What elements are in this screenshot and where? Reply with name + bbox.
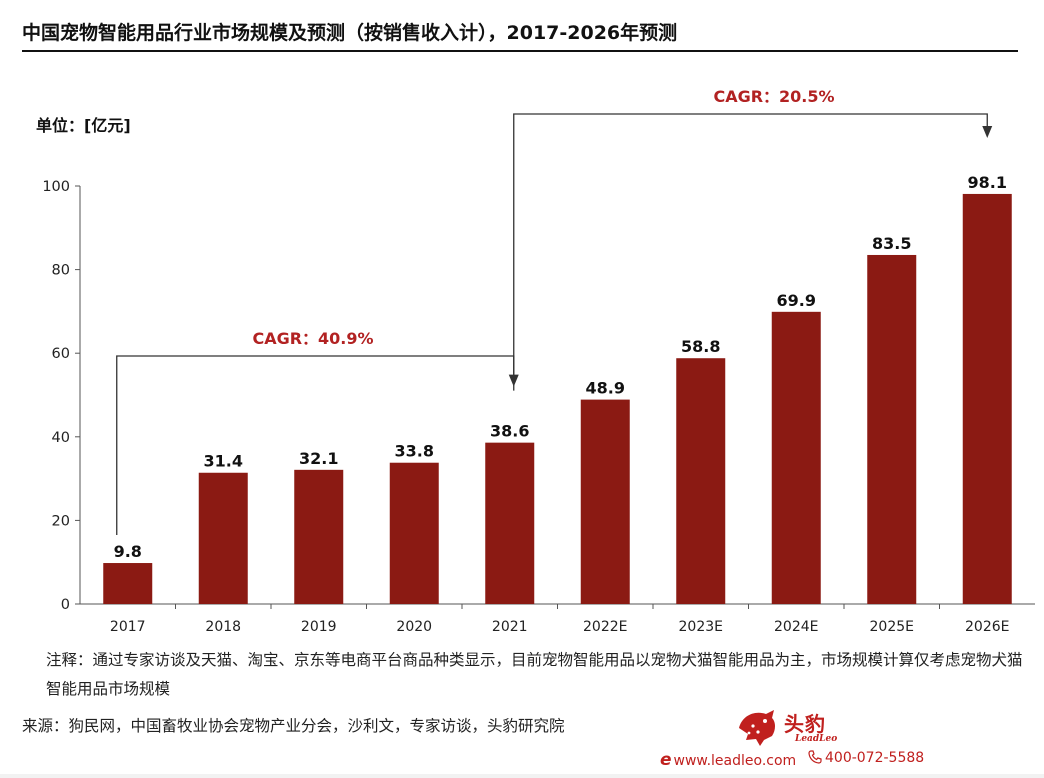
value-label: 83.5	[872, 234, 911, 253]
chart-note: 注释：通过专家访谈及天猫、淘宝、京东等电商平台商品种类显示，目前宠物智能用品以宠…	[46, 651, 1023, 698]
category-label: 2018	[205, 619, 241, 635]
website-text: www.leadleo.com	[673, 753, 797, 769]
bar	[485, 442, 535, 604]
bar	[962, 193, 1012, 604]
bar-chart: 单位：[亿元] 0 20 40 60 80 100 2017 2018 2019 2020 2021…	[36, 87, 1035, 635]
value-label: 9.8	[114, 542, 142, 561]
bars-group: 9.8 31.4 32.1 33.8 38.6 48.9 58.8 69.9 83.5 98.1	[103, 173, 1012, 604]
category-label: 2020	[396, 619, 432, 635]
value-label: 98.1	[968, 173, 1007, 192]
cagr-bracket: CAGR：20.5%	[513, 87, 993, 391]
phone-number: 400-072-5588	[825, 750, 925, 766]
category-label: 2017	[110, 619, 146, 635]
bar	[198, 472, 248, 604]
phone-icon	[808, 750, 822, 764]
chart-title: 中国宠物智能用品行业市场规模及预测（按销售收入计），2017-2026年预测	[22, 22, 678, 44]
y-tick-label: 100	[42, 179, 70, 195]
unit-label: 单位：[亿元]	[36, 116, 131, 135]
web-e-icon: e	[660, 750, 672, 770]
y-tick-label: 0	[61, 597, 70, 613]
value-label: 48.9	[586, 379, 625, 398]
brand-name-en: LeadLeo	[795, 734, 838, 744]
y-tick-label: 60	[52, 346, 70, 362]
bar	[676, 358, 726, 604]
phone-contact: 400-072-5588	[808, 750, 924, 766]
website-link[interactable]: e www.leadleo.com	[660, 750, 796, 770]
bar	[580, 399, 630, 604]
y-tick-label: 80	[52, 263, 70, 279]
cagr-annotations: CAGR：40.9% CAGR：20.5%	[116, 87, 993, 536]
bar	[771, 311, 821, 604]
arrow-head-icon	[982, 125, 993, 138]
value-label: 31.4	[204, 452, 243, 471]
y-tick-label: 20	[52, 513, 70, 529]
chart-source: 来源：狗民网，中国畜牧业协会宠物产业分会，沙利文，专家访谈，头豹研究院	[22, 717, 565, 735]
bar	[103, 563, 153, 604]
category-label: 2019	[301, 619, 337, 635]
footer-band	[0, 774, 1044, 778]
bar	[867, 254, 917, 604]
category-label: 2024E	[774, 619, 818, 635]
value-label: 69.9	[777, 291, 816, 310]
category-label: 2022E	[583, 619, 627, 635]
value-label: 32.1	[299, 449, 338, 468]
title-divider	[22, 50, 1018, 52]
value-label: 33.8	[395, 442, 434, 461]
value-label: 58.8	[681, 337, 720, 356]
cagr-label: CAGR：20.5%	[713, 87, 834, 106]
category-label: 2025E	[870, 619, 914, 635]
axes: 0 20 40 60 80 100 2017 2018 2019 2020 2021 2022E 202…	[42, 179, 1035, 635]
leopard-logo-icon	[739, 710, 775, 746]
value-label: 38.6	[490, 422, 529, 441]
category-label: 2021	[492, 619, 528, 635]
category-label: 2023E	[679, 619, 723, 635]
bar	[389, 462, 439, 604]
bar	[294, 469, 344, 604]
brand-name-cn: 头豹	[784, 712, 826, 736]
category-label: 2026E	[965, 619, 1009, 635]
bracket-line	[513, 113, 988, 391]
y-tick-label: 40	[52, 430, 70, 446]
cagr-label: CAGR：40.9%	[252, 329, 373, 348]
